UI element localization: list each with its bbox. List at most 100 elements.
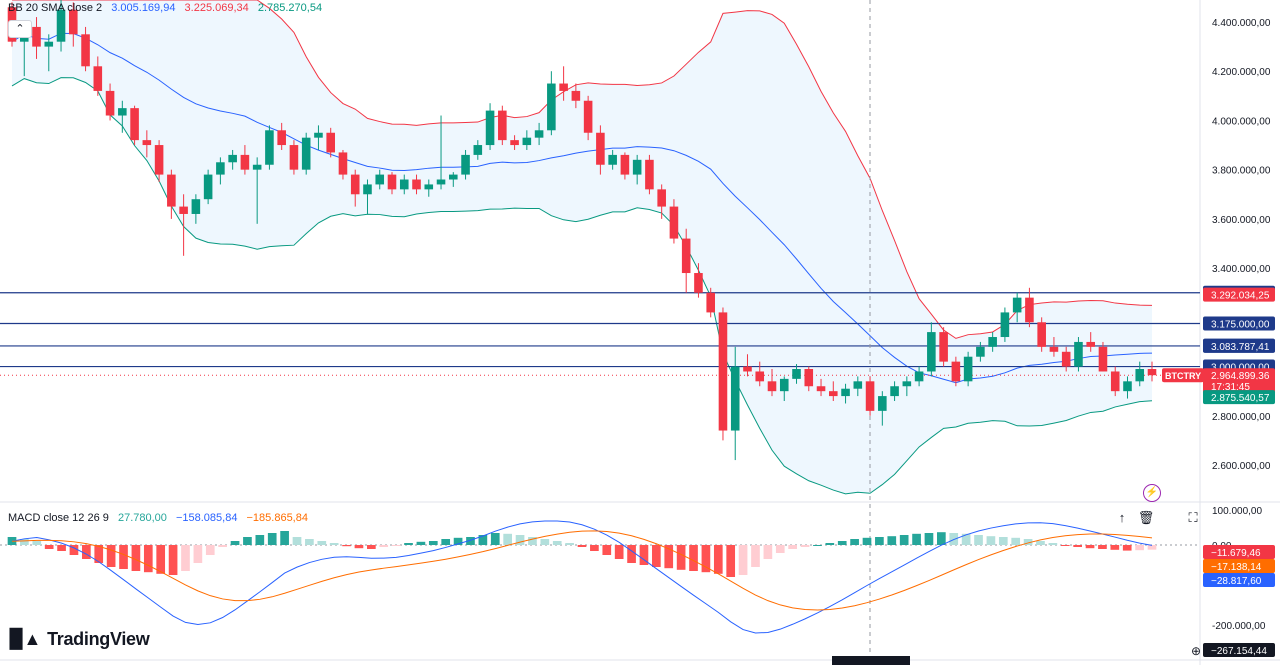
candle-body [118,108,127,116]
macd-tag-bg [1203,545,1275,559]
candle-body [645,159,654,190]
candle-body [681,238,691,274]
maximize-pane-icon[interactable]: ⛶ [1188,510,1198,525]
macd-tick-label: 100.000,00 [1212,506,1262,517]
macd-hist-bar [664,545,674,569]
move-pane-up-icon[interactable]: ↑ [1118,510,1126,525]
macd-tag-bg [1203,573,1275,587]
candle-body [375,174,385,185]
macd-hist-bar [998,537,1008,545]
candle-body [130,108,139,141]
price-tag-label: 2.964.899,36 [1211,371,1270,382]
price-tick-label: 2.600.000,00 [1212,461,1271,472]
candle-body [44,41,54,47]
macd-hist-bar [156,545,166,574]
candle-body [976,346,985,357]
macd-hist-bar [515,535,525,545]
macd-hist-bar [565,543,574,545]
crosshair-tag-label: −267.154,44 [1211,646,1267,657]
macd-hist-bar [168,545,178,575]
macd-hist-bar [676,545,686,570]
macd-hist-bar [416,541,426,545]
candle-body [387,174,397,190]
candle-body [314,132,323,138]
price-tick-label: 3.800.000,00 [1212,166,1271,177]
macd-hist-bar [490,533,500,545]
macd-hist-bar [614,545,624,559]
logo-text: TradingView [47,629,150,649]
candle-body [571,90,581,101]
candle-body [350,174,360,195]
candle-body [669,206,679,239]
candle-body [706,292,715,313]
candle-body [816,386,826,392]
macd-hist-bar [775,545,785,553]
macd-hist-bar [20,539,29,545]
candle-body [804,369,814,387]
macd-hist-bar [627,545,636,563]
candle-body [522,137,532,146]
macd-hist-bar [825,543,835,545]
macd-hist-bar [292,537,302,545]
lightning-icon[interactable]: ⚡ [1143,484,1161,502]
candle-body [69,9,78,35]
candle-body [547,83,556,131]
macd-hist-bar [69,545,79,555]
trash-icon[interactable]: 🗑 [1137,510,1155,525]
candle-body [1110,371,1120,392]
macd-hist-bar [243,537,252,545]
macd-hist-bar [552,541,562,545]
candle-body [865,381,875,411]
collapse-legend-button[interactable]: ⌃ [8,20,32,38]
candle-body [1098,346,1108,372]
macd-hist-bar [887,536,897,545]
bb-legend-name: BB 20 SMA close 2 [8,2,103,14]
macd-hist-bar [540,539,550,545]
macd-tag-bg [1203,559,1275,573]
candle-body [755,371,765,382]
candle-body [878,396,887,411]
macd-hist-bar [1098,545,1107,549]
candle-body [841,388,850,397]
macd-hist-bar [193,545,203,563]
macd-hist-bar [305,539,314,545]
macd-hist-bar [94,545,104,563]
candle-body [32,26,41,47]
macd-hist-bar [974,535,983,545]
macd-hist-bar [1085,545,1095,549]
candle-body [1000,312,1010,338]
bb-legend[interactable]: BB 20 SMA close 2 3.005.169,94 3.225.069… [8,2,328,14]
macd-hist-bar [813,545,822,546]
price-tag-label: 3.175.000,00 [1211,319,1270,330]
time-crosshair-box [832,656,910,665]
macd-hist-bar [1110,545,1120,550]
candle-body [338,152,348,175]
price-tick-label: 3.400.000,00 [1212,264,1271,275]
macd-hist-bar [689,545,698,571]
candle-body [1147,369,1157,376]
macd-line [11,520,1153,634]
price-tag-bg [1203,379,1275,394]
price-tag-label: 2.875.540,57 [1211,393,1270,404]
candle-body [363,184,372,195]
candle-body [1025,297,1034,323]
macd-hist-bar [1036,541,1045,545]
macd-legend[interactable]: MACD close 12 26 9 27.780,00 −158.085,84… [8,512,314,524]
crosshair-tag-bg [1203,643,1275,657]
add-indicator-icon[interactable]: ⊕ [1191,644,1202,658]
macd-hist-bar [44,545,54,549]
macd-tick-label: -200.000,00 [1212,621,1266,632]
candle-body [93,66,103,91]
macd-hist-bar [391,545,401,546]
macd-legend-macd: −158.085,84 [175,512,238,524]
macd-hist-bar [924,533,934,545]
bb-basis-line [11,32,1153,384]
candle-body [510,140,519,146]
candle-body [424,184,434,190]
macd-hist-bar [466,537,475,545]
macd-hist-bar [701,545,711,573]
candle-body [792,369,801,379]
macd-hist-bar [280,531,289,545]
